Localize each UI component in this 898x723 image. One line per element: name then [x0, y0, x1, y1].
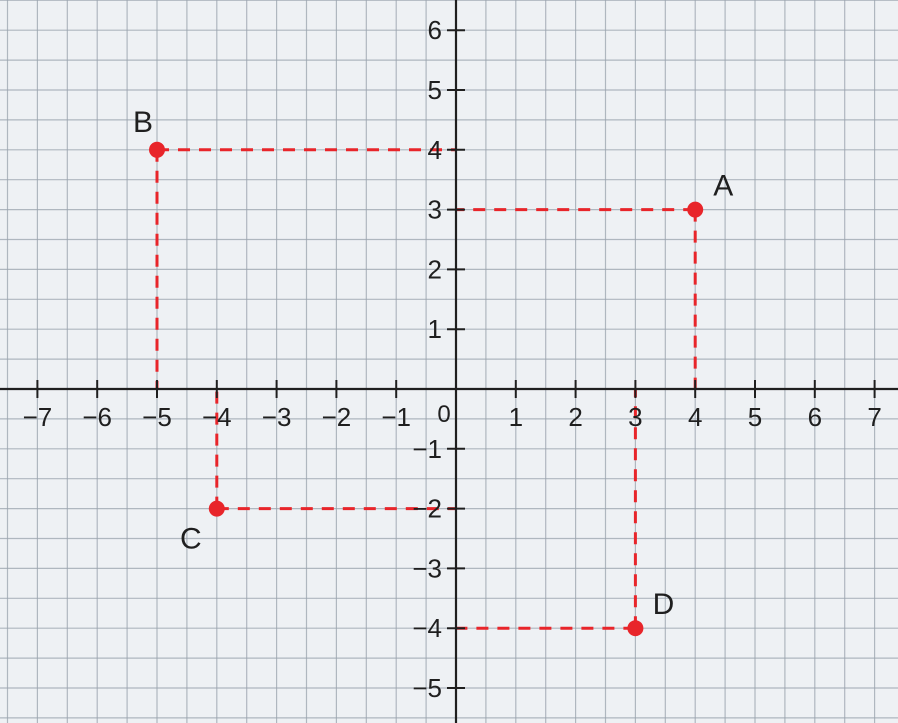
- x-tick-label: −3: [262, 402, 292, 432]
- point-c: [208, 500, 225, 517]
- point-label-a: A: [713, 170, 733, 203]
- x-tick-label: −6: [82, 402, 112, 432]
- y-tick-label: 3: [428, 195, 442, 225]
- x-tick-label: 6: [808, 402, 822, 432]
- x-tick-label: −4: [202, 402, 232, 432]
- point-label-d: D: [653, 588, 675, 621]
- x-tick-label: −5: [142, 402, 172, 432]
- x-tick-label: −1: [381, 402, 411, 432]
- x-tick-label: 2: [568, 402, 582, 432]
- y-tick-label: 4: [428, 135, 442, 165]
- y-tick-label: −2: [412, 494, 442, 524]
- y-tick-label: −3: [412, 553, 442, 583]
- tick-labels: −7 −6 −5 −4 −3 −2 −1 1 2 3 4 5 6 7 6 5 4 3 2 1 −1 −2 −3 −4 −5 0: [23, 15, 882, 703]
- point-b: [149, 141, 165, 158]
- x-tick-label: 3: [628, 402, 642, 432]
- y-tick-label: 2: [428, 254, 442, 284]
- point-label-b: B: [133, 106, 153, 139]
- projection-lines: [155, 148, 697, 630]
- y-tick-label: −1: [412, 434, 442, 464]
- y-tick-label: 6: [428, 15, 442, 45]
- x-tick-label: −7: [23, 402, 53, 432]
- y-tick-label: 5: [428, 75, 442, 105]
- origin-label: 0: [437, 401, 450, 428]
- y-tick-label: −5: [412, 673, 442, 703]
- point-label-c: C: [180, 523, 202, 556]
- x-tick-label: 7: [867, 402, 881, 432]
- points: A B C D: [133, 106, 733, 637]
- x-tick-label: 4: [688, 402, 702, 432]
- x-tick-label: 5: [748, 402, 762, 432]
- y-tick-label: −4: [412, 613, 442, 643]
- point-a: [687, 201, 704, 218]
- x-tick-label: 1: [509, 402, 523, 432]
- point-d: [627, 620, 644, 637]
- x-tick-label: −2: [322, 402, 352, 432]
- y-tick-label: 1: [428, 314, 442, 344]
